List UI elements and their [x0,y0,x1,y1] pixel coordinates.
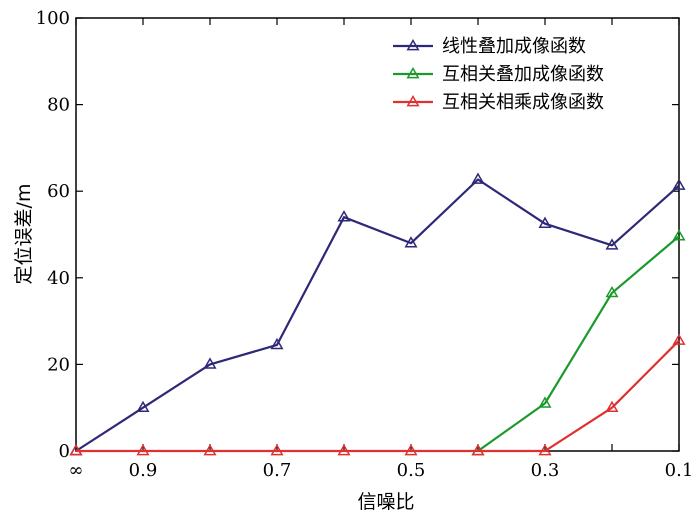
series-line [75,178,680,452]
y-tick-label: 80 [47,95,70,116]
data-point-marker [203,357,217,369]
legend-label: 线性叠加成像函数 [442,36,586,57]
data-point-marker [203,443,217,456]
data-point-marker [672,178,686,190]
series-layer [69,172,686,456]
data-point-marker [605,285,619,298]
y-tick-label: 40 [47,268,70,289]
series-1 [69,172,686,456]
y-tick-label: 0 [59,441,70,462]
y-axis: 0 20 40 60 80 100 [36,8,679,462]
x-axis-title: 信噪比 [357,491,414,513]
data-point-marker [471,172,485,184]
data-point-marker [270,337,284,350]
data-point-marker [69,443,83,456]
y-tick-label: 60 [47,181,70,202]
x-axis: ∞ 0.9 0.7 0.5 0.3 0.1 [69,18,694,481]
x-tick-label: 0.1 [665,460,694,481]
data-point-marker [672,333,686,345]
data-point-marker [538,396,552,408]
data-point-marker [605,400,619,413]
legend-entry: 互相关叠加成像函数 [393,64,604,85]
legend-marker [406,38,420,51]
data-point-marker [538,443,552,456]
legend-entry: 线性叠加成像函数 [393,36,586,57]
x-tick-label: ∞ [69,460,84,481]
x-tick-label: 0.9 [129,460,158,481]
data-point-marker [471,443,485,456]
series-2 [471,229,686,456]
y-axis-title: 定位误差/m [13,184,35,285]
series-line [76,339,680,453]
data-point-marker [337,210,351,222]
data-point-marker [337,443,351,456]
data-point-marker [404,236,418,248]
data-point-marker [605,238,619,250]
x-tick-label: 0.5 [397,460,426,481]
data-point-marker [136,400,150,413]
data-point-marker [404,443,418,456]
legend-marker [406,66,420,79]
data-point-marker [136,443,150,456]
legend-label: 互相关叠加成像函数 [442,64,604,85]
legend-marker [406,94,420,107]
data-point-marker [270,443,284,456]
y-tick-label: 100 [36,8,70,29]
x-tick-label: 0.3 [531,460,560,481]
x-tick-label: 0.7 [263,460,292,481]
y-tick-label: 20 [47,354,70,375]
data-point-marker [538,216,552,228]
series-3 [69,333,686,456]
legend-entry: 互相关相乘成像函数 [393,92,604,113]
series-line [477,235,680,452]
legend-label: 互相关相乘成像函数 [442,92,604,113]
data-point-marker [672,229,686,241]
